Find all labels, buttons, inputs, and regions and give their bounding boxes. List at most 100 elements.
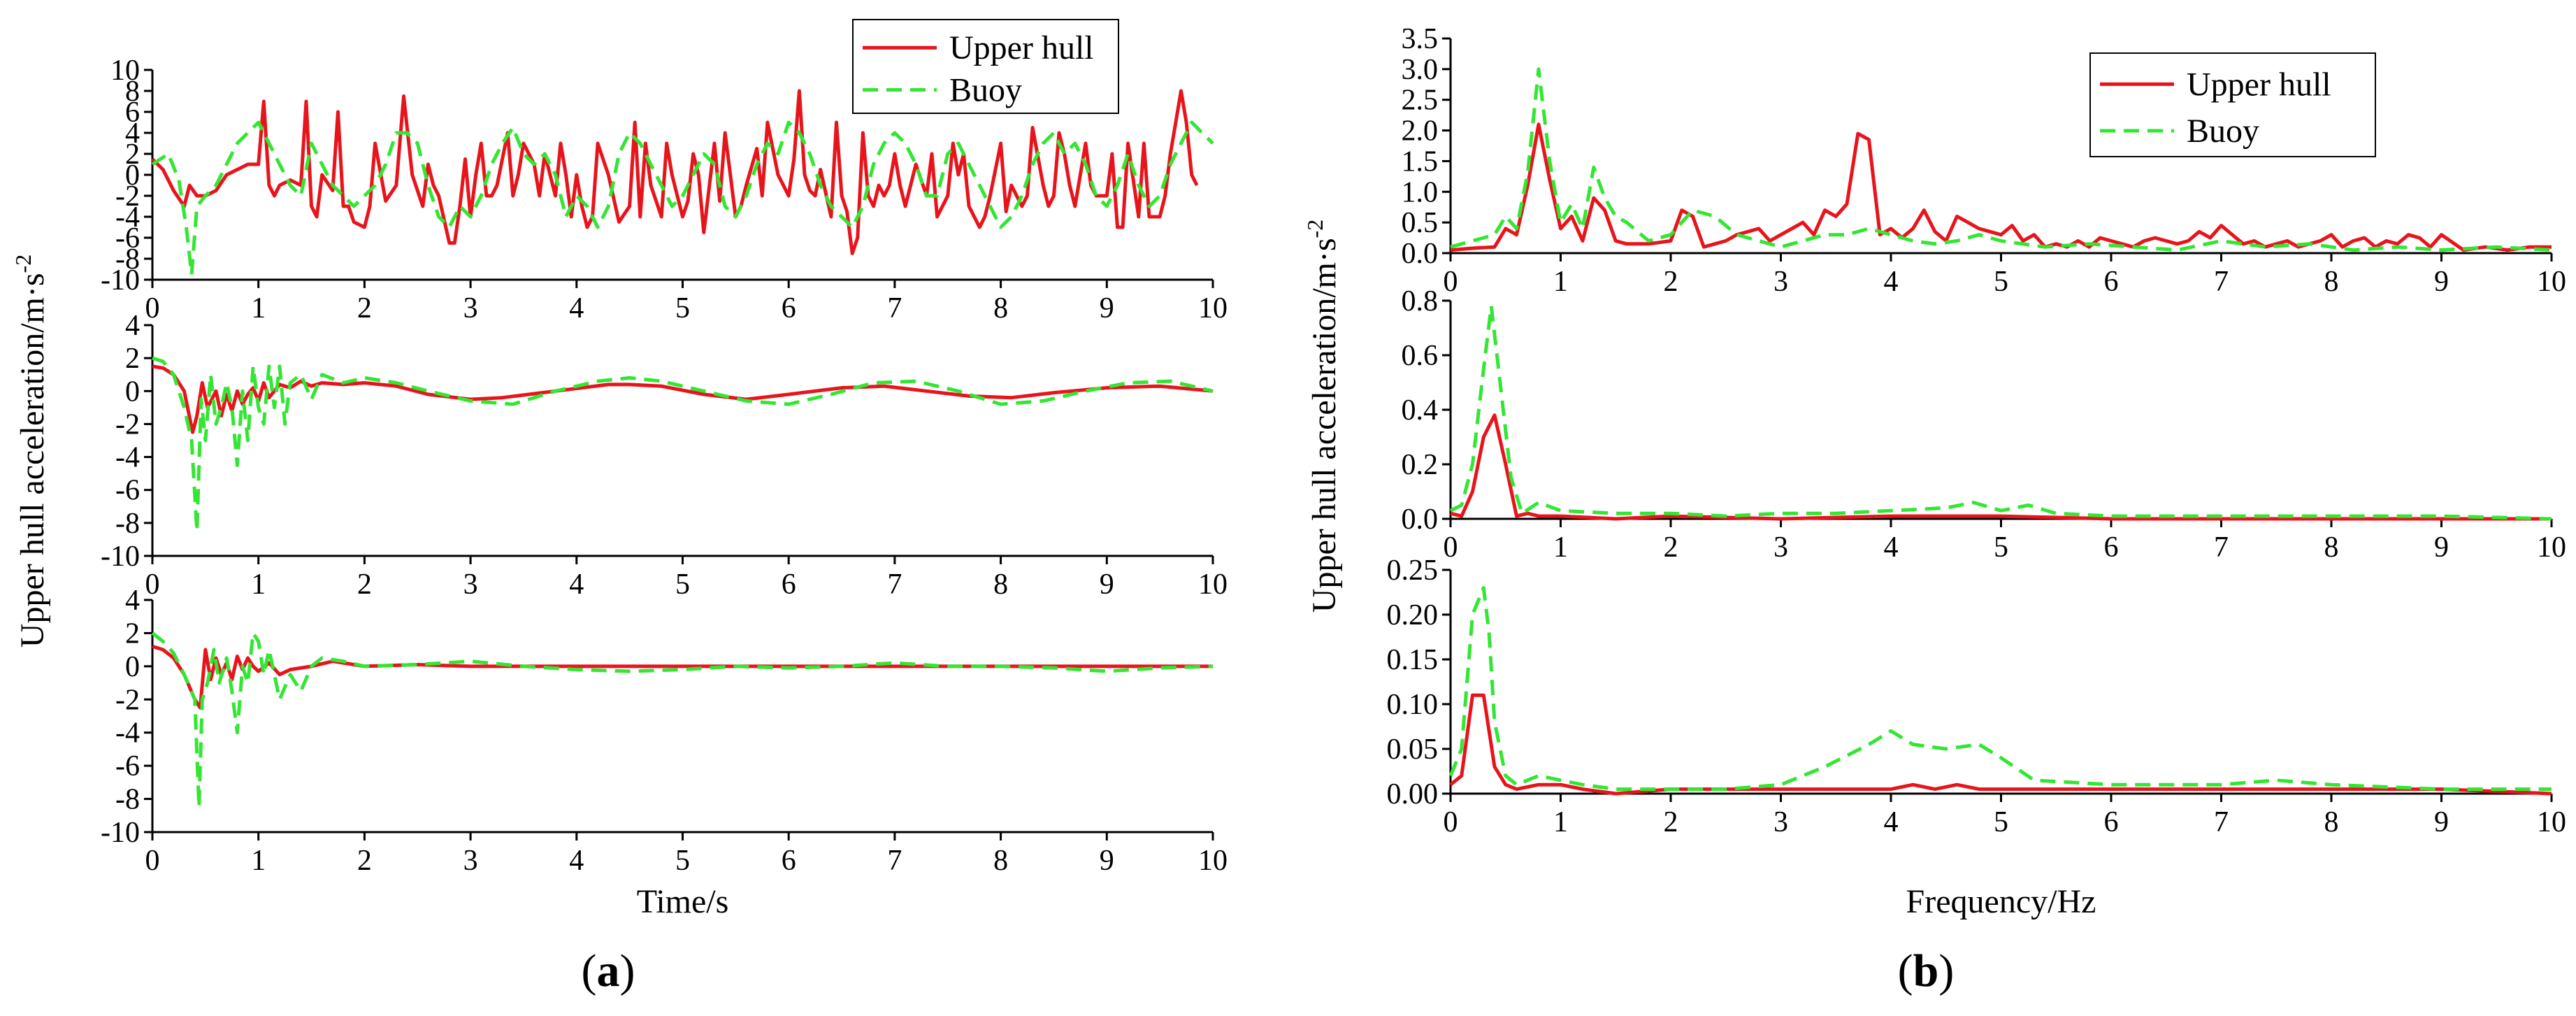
y-tick-label: 2.0 xyxy=(1402,115,1439,148)
x-tick-label: 6 xyxy=(782,568,796,601)
x-tick-label: 10 xyxy=(1198,568,1228,601)
x-tick-label: 5 xyxy=(675,845,690,877)
x-tick-label: 9 xyxy=(2434,806,2449,838)
x-tick-label: 6 xyxy=(782,292,796,324)
y-tick-label: 4 xyxy=(125,585,140,617)
panel-label-b: (b) xyxy=(1898,945,1955,996)
y-tick-label: 8 xyxy=(125,76,140,108)
legend-label-upper-hull: Upper hull xyxy=(2187,66,2331,103)
series-line-buoy xyxy=(1448,586,2552,792)
series-line-buoy xyxy=(1449,304,2552,521)
series-line-buoy xyxy=(151,120,1214,276)
y-tick-label: 3.5 xyxy=(1402,23,1439,55)
y-tick-label: -8 xyxy=(115,508,140,540)
x-tick-label: 5 xyxy=(675,568,690,601)
subplot-b-2: 0.0 0.2 0.4 0.6 0.8 0 1 2 3 4 5 6 7 8 9 10 xyxy=(1402,285,2567,564)
y-tick-label: -4 xyxy=(115,717,140,750)
x-tick-label: 2 xyxy=(1664,531,1678,564)
series-line-upper-hull xyxy=(1450,413,2552,521)
y-tick-label: 0.2 xyxy=(1402,449,1439,481)
x-tick-label: 1 xyxy=(251,568,266,601)
y-tick-label: 0.8 xyxy=(1402,285,1439,317)
y-tick-label: 0.4 xyxy=(1402,394,1439,427)
y-tick-label: 0.6 xyxy=(1402,340,1439,372)
y-tick-label: -4 xyxy=(115,442,140,474)
x-tick-label: 6 xyxy=(2104,266,2119,298)
x-tick-label: 7 xyxy=(2214,531,2229,564)
y-tick-label: -10 xyxy=(101,541,140,573)
y-tick-label: 0.00 xyxy=(1387,778,1439,810)
x-tick-label: 7 xyxy=(887,292,902,324)
legend: Upper hull Buoy xyxy=(2089,52,2376,157)
x-tick-label: 3 xyxy=(1773,531,1788,564)
x-tick-label: 8 xyxy=(993,292,1008,324)
x-tick-label: 10 xyxy=(1198,845,1228,877)
x-tick-label: 2 xyxy=(357,845,372,877)
y-tick-label: -2 xyxy=(115,180,140,213)
series-line-buoy xyxy=(151,631,1214,809)
x-tick-label: 0 xyxy=(1444,266,1458,298)
x-tick-label: 9 xyxy=(1100,845,1114,877)
x-tick-label: 0 xyxy=(145,845,160,877)
y-tick-label: 4 xyxy=(125,117,140,150)
y-tick-label: 2 xyxy=(125,617,140,650)
x-tick-label: 9 xyxy=(2434,531,2449,564)
series-line-buoy xyxy=(152,356,1214,534)
y-tick-label: -8 xyxy=(115,243,140,276)
x-tick-label: 3 xyxy=(463,292,478,324)
x-tick-label: 4 xyxy=(1884,806,1899,838)
y-tick-label: -6 xyxy=(115,475,140,507)
y-tick-label: 2 xyxy=(125,343,140,375)
x-tick-label: 8 xyxy=(993,568,1008,601)
y-tick-label: 6 xyxy=(125,96,140,129)
x-tick-label: 8 xyxy=(993,845,1008,877)
x-tick-label: 5 xyxy=(1994,266,2008,298)
y-tick-label: -10 xyxy=(101,264,140,296)
series-line-buoy xyxy=(1450,67,2552,252)
y-tick-label: -6 xyxy=(115,222,140,255)
x-tick-label: 4 xyxy=(1884,531,1899,564)
x-tick-label: 10 xyxy=(2537,531,2566,564)
legend-label-buoy: Buoy xyxy=(2187,113,2259,150)
subplot-b-3: 0.00 0.05 0.10 0.15 0.20 0.25 0 1 2 3 4 5 6 7 8 9 10 xyxy=(1387,554,2567,838)
x-tick-label: 6 xyxy=(2104,531,2119,564)
y-axis-label: Upper hull acceleration/m·s-2 xyxy=(10,255,51,647)
x-tick-label: 4 xyxy=(569,292,584,324)
legend-label-upper-hull: Upper hull xyxy=(949,29,1094,66)
subplot-b-1: 0.00.51.01.52.02.53.03.5 0 1 2 3 4 5 6 7 8 9 10 xyxy=(1402,23,2567,298)
x-tick-label: 9 xyxy=(1100,292,1114,324)
x-tick-label: 0 xyxy=(1444,806,1458,838)
y-axis-label: Upper hull acceleration/m·s-2 xyxy=(1302,220,1343,613)
panel-label-a: (a) xyxy=(582,945,635,996)
x-tick-label: 3 xyxy=(1773,806,1788,838)
y-tick-label: 3.0 xyxy=(1402,54,1439,86)
x-tick-label: 0 xyxy=(145,292,160,324)
x-tick-label: 5 xyxy=(1994,806,2008,838)
y-tick-label: -8 xyxy=(115,784,140,816)
x-tick-label: 2 xyxy=(1664,266,1678,298)
legend: Upper hull Buoy xyxy=(852,19,1119,114)
y-tick-label: 0 xyxy=(125,651,140,683)
x-tick-label: 10 xyxy=(2537,266,2566,298)
x-tick-label: 3 xyxy=(463,845,478,877)
series-line-upper-hull xyxy=(1449,693,2552,796)
x-tick-label: 3 xyxy=(1773,266,1788,298)
x-tick-label: 7 xyxy=(2214,266,2229,298)
y-tick-label: 0 xyxy=(125,375,140,408)
x-tick-label: 1 xyxy=(251,845,266,877)
x-tick-label: 5 xyxy=(1994,531,2008,564)
x-tick-label: 6 xyxy=(782,845,796,877)
y-tick-label: 0 xyxy=(125,159,140,192)
y-tick-label: 1.5 xyxy=(1402,145,1439,178)
x-tick-label: 1 xyxy=(251,292,266,324)
y-tick-label: -10 xyxy=(101,817,140,849)
series-line-upper-hull xyxy=(151,89,1199,255)
x-tick-label: 2 xyxy=(357,568,372,601)
x-tick-label: 7 xyxy=(887,845,902,877)
y-tick-label: 0.25 xyxy=(1387,554,1439,587)
x-tick-label: 9 xyxy=(1100,568,1114,601)
